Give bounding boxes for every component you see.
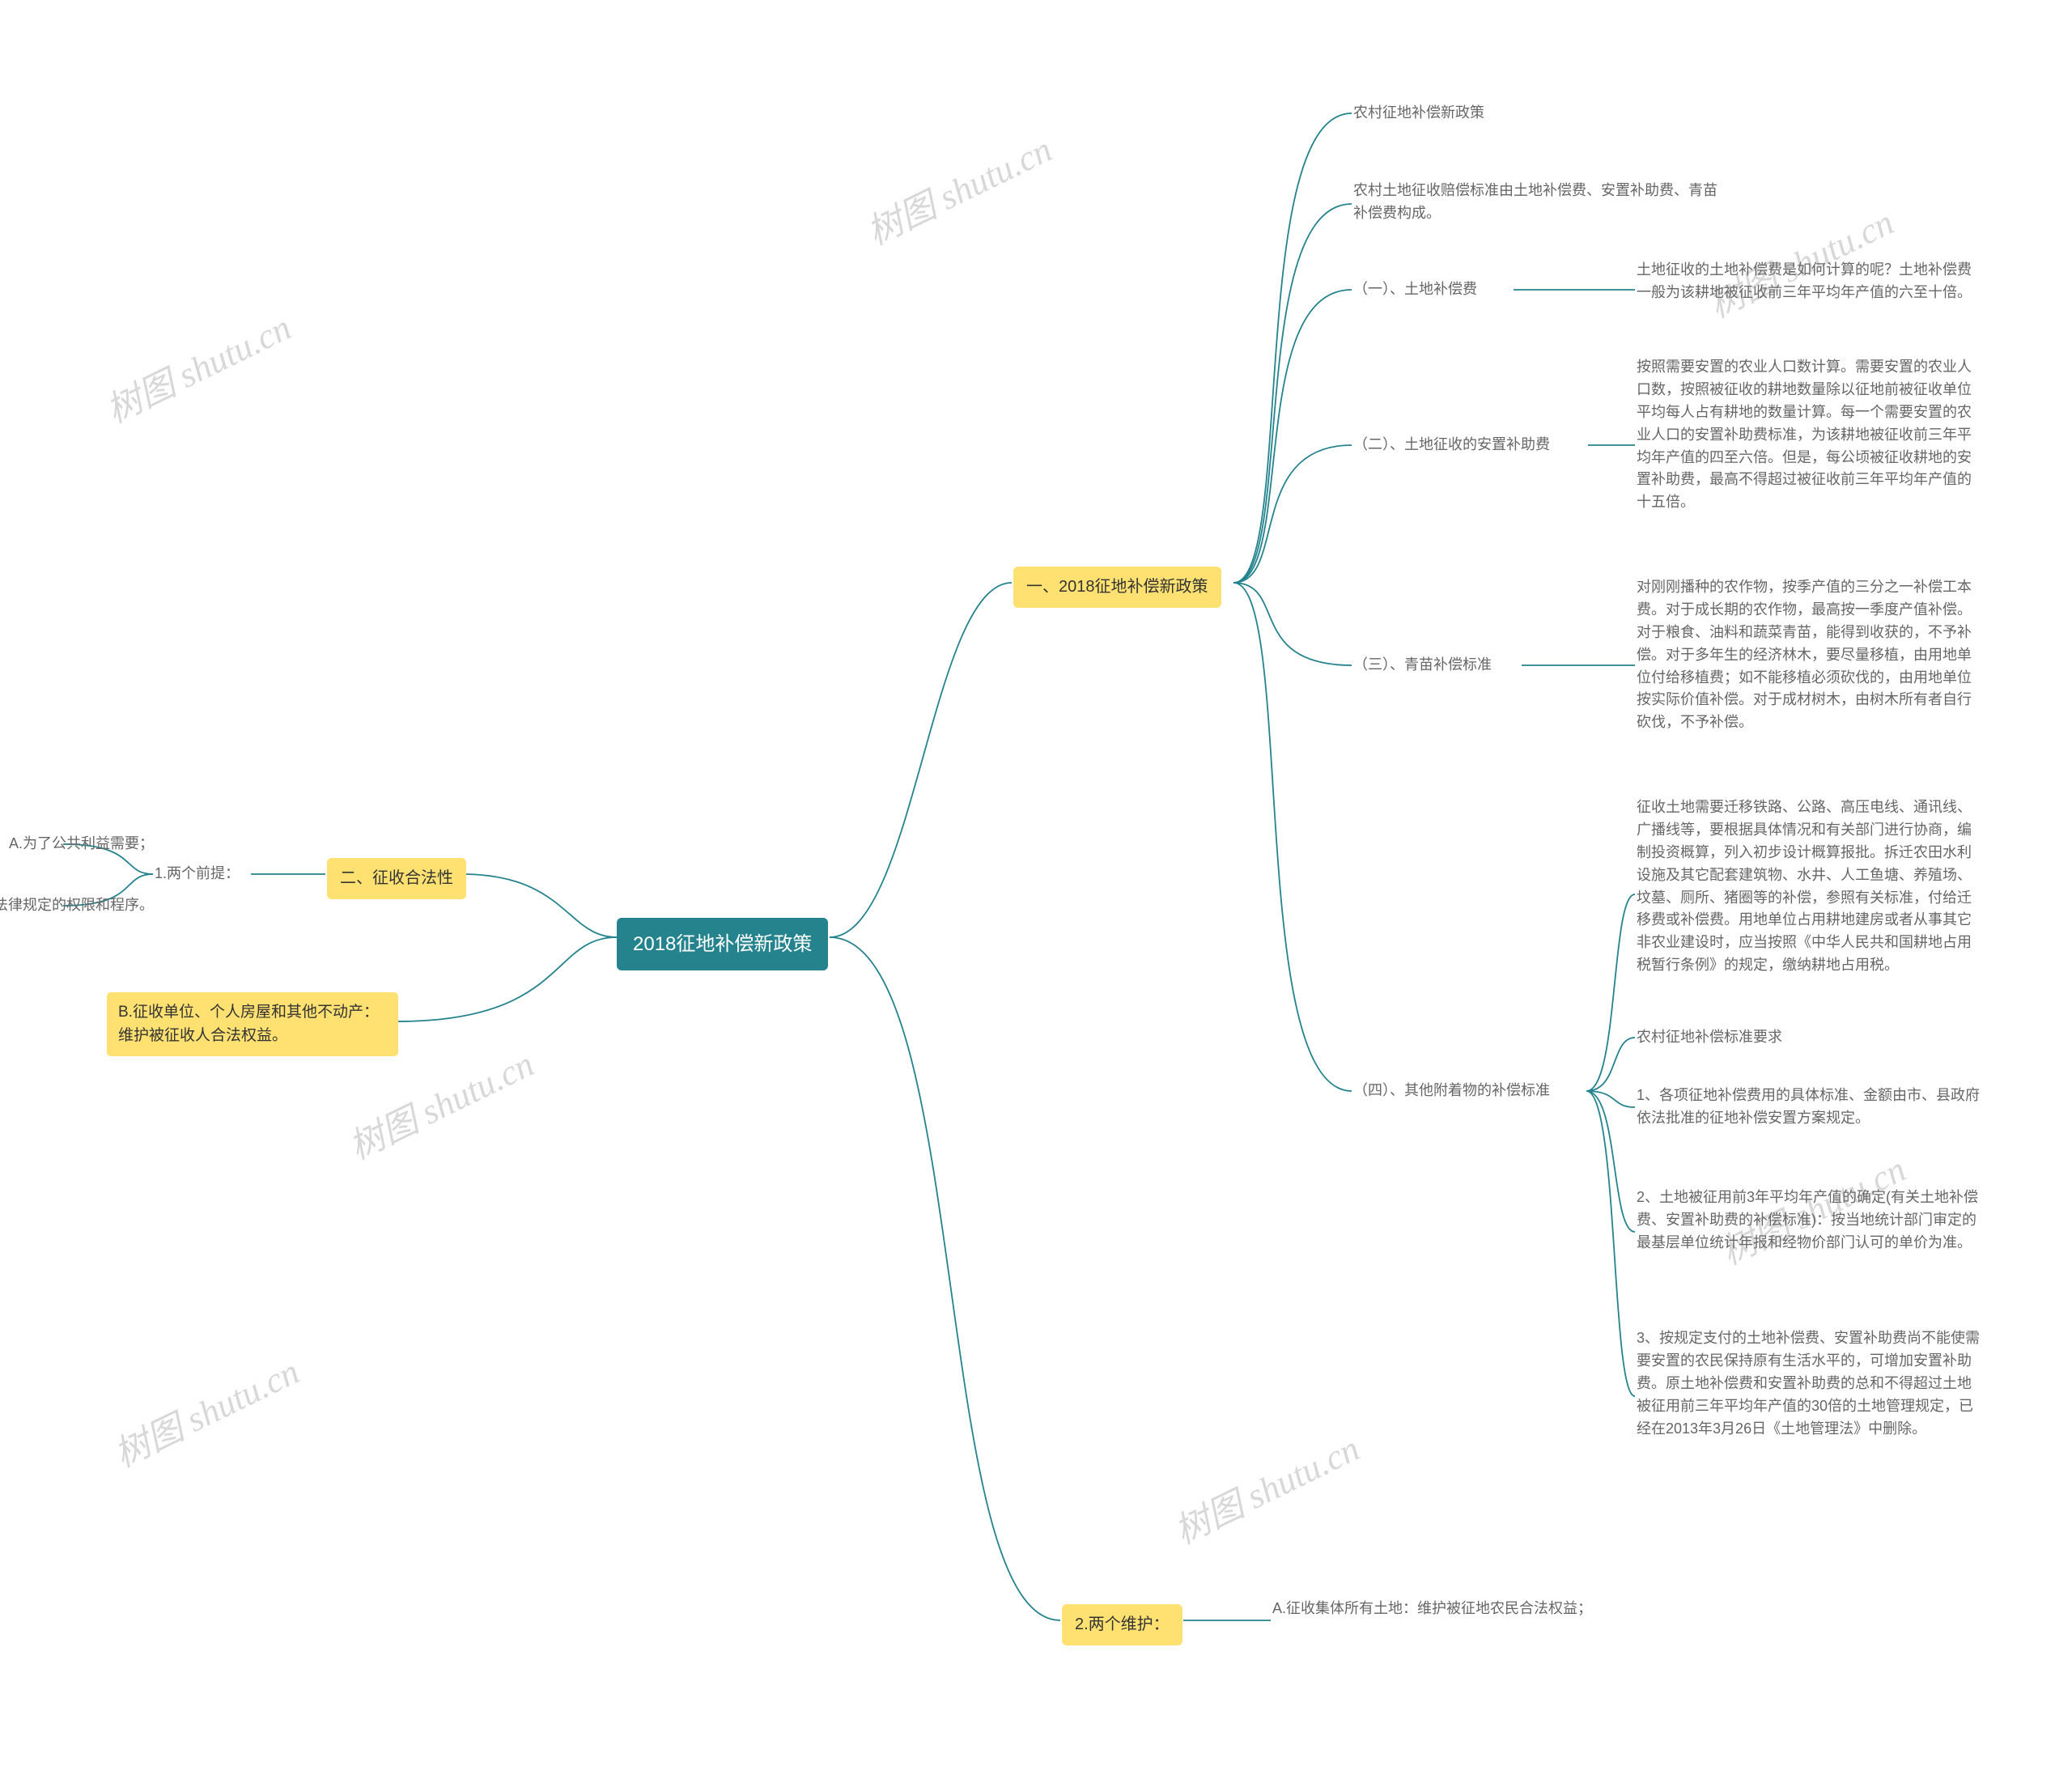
b1-sub-4-leaf-1-text: 征收土地需要迁移铁路、公路、高压电线、通讯线、广播线等，要根据具体情况和有关部门… <box>1637 799 1972 973</box>
b1-sub-3-leaf: 对刚刚播种的农作物，按季产值的三分之一补偿工本费。对于成长期的农作物，最高按一季… <box>1637 576 1985 734</box>
b1-sub-1-leaf: 土地征收的土地补偿费是如何计算的呢？土地补偿费一般为该耕地被征收前三年平均年产值… <box>1637 259 1985 304</box>
b2-leaf-1: A.征收集体所有土地：维护被征地农民合法权益； <box>1272 1598 1620 1620</box>
b3-sub-1-leaf-1: A.为了公共利益需要； <box>0 833 154 856</box>
watermark-5: 树图 shutu.cn <box>104 1343 306 1477</box>
mindmap-canvas: 树图 shutu.cn 树图 shutu.cn 树图 shutu.cn 树图 s… <box>0 0 2072 1779</box>
b1-sub-4[interactable]: （四）、其他附着物的补偿标准 <box>1353 1080 1550 1102</box>
b3-sub-1-leaf-1-text: A.为了公共利益需要； <box>9 835 154 851</box>
branch-2-label: 2.两个维护： <box>1075 1616 1170 1633</box>
root-node[interactable]: 2018征地补偿新政策 <box>617 918 828 970</box>
watermark-6: 树图 shutu.cn <box>1164 1420 1366 1554</box>
watermark-2: 树图 shutu.cn <box>856 121 1059 255</box>
b1-sub-4-label: （四）、其他附着物的补偿标准 <box>1353 1082 1550 1098</box>
b1-sub-4-leaf-2-text: 农村征地补偿标准要求 <box>1637 1029 1782 1045</box>
branch-4-label: B.征收单位、个人房屋和其他不动产：维护被征收人合法权益。 <box>118 1004 379 1044</box>
b1-sub-2-label: （二）、土地征收的安置补助费 <box>1353 436 1550 452</box>
b3-sub-1-label: 1.两个前提： <box>155 865 240 881</box>
b1-sub-1[interactable]: （一）、土地补偿费 <box>1353 278 1477 301</box>
b1-sub-4-leaf-3-text: 1、各项征地补偿费用的具体标准、金额由市、县政府依法批准的征地补偿安置方案规定。 <box>1637 1087 1980 1126</box>
branch-2[interactable]: 2.两个维护： <box>1062 1604 1182 1645</box>
b1-sub-3-label: （三）、青苗补偿标准 <box>1353 656 1492 673</box>
watermark-1: 树图 shutu.cn <box>96 299 298 433</box>
b3-sub-1[interactable]: 1.两个前提： <box>155 863 240 885</box>
b1-sub-3[interactable]: （三）、青苗补偿标准 <box>1353 654 1492 677</box>
branch-3-label: 二、征收合法性 <box>340 869 453 887</box>
branch-1-label: 一、2018征地补偿新政策 <box>1026 578 1208 596</box>
b1-sub-4-leaf-3: 1、各项征地补偿费用的具体标准、金额由市、县政府依法批准的征地补偿安置方案规定。 <box>1637 1085 1985 1130</box>
b1-sub-4-leaf-4-text: 2、土地被征用前3年平均年产值的确定(有关土地补偿费、安置补助费的补偿标准)：按… <box>1637 1189 1978 1250</box>
b1-leaf-2: 农村土地征收赔偿标准由土地补偿费、安置补助费、青苗补偿费构成。 <box>1353 180 1726 225</box>
b3-sub-1-leaf-2: B.依照法律规定的权限和程序。 <box>0 894 154 917</box>
branch-1[interactable]: 一、2018征地补偿新政策 <box>1013 567 1221 608</box>
b3-sub-1-leaf-2-text: B.依照法律规定的权限和程序。 <box>0 897 154 913</box>
b1-leaf-2-text: 农村土地征收赔偿标准由土地补偿费、安置补助费、青苗补偿费构成。 <box>1353 182 1717 221</box>
b1-leaf-1: 农村征地补偿新政策 <box>1353 102 1693 125</box>
b2-leaf-1-text: A.征收集体所有土地：维护被征地农民合法权益； <box>1272 1600 1592 1616</box>
b1-sub-4-leaf-1: 征收土地需要迁移铁路、公路、高压电线、通讯线、广播线等，要根据具体情况和有关部门… <box>1637 796 1985 977</box>
branch-4[interactable]: B.征收单位、个人房屋和其他不动产：维护被征收人合法权益。 <box>107 992 398 1056</box>
b1-leaf-1-text: 农村征地补偿新政策 <box>1353 104 1484 121</box>
b1-sub-4-leaf-5: 3、按规定支付的土地补偿费、安置补助费尚不能使需要安置的农民保持原有生活水平的，… <box>1637 1327 1985 1440</box>
root-label: 2018征地补偿新政策 <box>633 933 812 955</box>
b1-sub-4-leaf-5-text: 3、按规定支付的土地补偿费、安置补助费尚不能使需要安置的农民保持原有生活水平的，… <box>1637 1330 1980 1437</box>
b1-sub-2[interactable]: （二）、土地征收的安置补助费 <box>1353 434 1550 456</box>
b1-sub-2-leaf: 按照需要安置的农业人口数计算。需要安置的农业人口数，按照被征收的耕地数量除以征地… <box>1637 356 1985 514</box>
b1-sub-1-leaf-text: 土地征收的土地补偿费是如何计算的呢？土地补偿费一般为该耕地被征收前三年平均年产值… <box>1637 261 1972 300</box>
b1-sub-3-leaf-text: 对刚刚播种的农作物，按季产值的三分之一补偿工本费。对于成长期的农作物，最高按一季… <box>1637 579 1972 730</box>
b1-sub-4-leaf-4: 2、土地被征用前3年平均年产值的确定(有关土地补偿费、安置补助费的补偿标准)：按… <box>1637 1187 1985 1255</box>
branch-3[interactable]: 二、征收合法性 <box>327 858 466 899</box>
b1-sub-2-leaf-text: 按照需要安置的农业人口数计算。需要安置的农业人口数，按照被征收的耕地数量除以征地… <box>1637 359 1972 510</box>
b1-sub-1-label: （一）、土地补偿费 <box>1353 281 1477 297</box>
b1-sub-4-leaf-2: 农村征地补偿标准要求 <box>1637 1026 1985 1049</box>
